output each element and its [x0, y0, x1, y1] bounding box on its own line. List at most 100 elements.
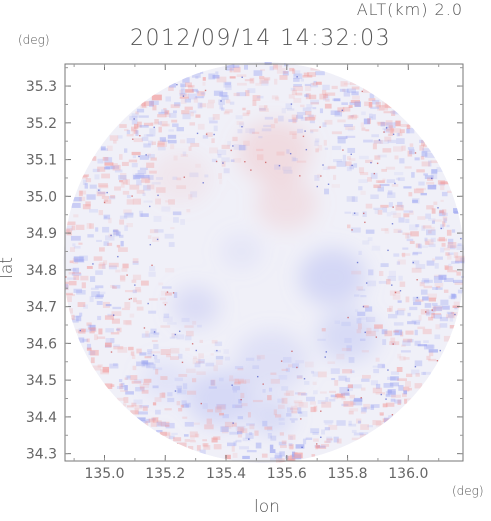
speckle-cell — [261, 453, 268, 458]
speckle-cell — [185, 402, 191, 408]
speckle-cell — [225, 109, 233, 113]
y-tick-label: 34.9 — [26, 226, 57, 242]
speckle-cell — [86, 194, 96, 200]
timestamp-title: 2012/09/14 14:32:03 — [130, 26, 392, 51]
speckle-cell — [447, 190, 452, 194]
speckle-cell — [406, 373, 413, 378]
speckle-cell — [449, 325, 458, 329]
speckle-cell — [238, 145, 246, 151]
speckle-cell — [195, 90, 200, 94]
speckle-cell — [110, 194, 116, 199]
speckle-cell — [93, 256, 103, 261]
speckle-cell — [310, 401, 316, 405]
speckle-cell — [119, 215, 128, 220]
noise-pixel — [143, 327, 146, 329]
speckle-cell — [98, 263, 106, 269]
speckle-cell — [315, 138, 320, 143]
speckle-cell — [391, 394, 401, 398]
noise-pixel — [360, 397, 362, 399]
speckle-cell — [96, 239, 102, 242]
speckle-cell — [198, 359, 205, 364]
noise-pixel — [362, 305, 365, 308]
speckle-cell — [213, 444, 222, 450]
speckle-cell — [143, 185, 151, 191]
speckle-cell — [73, 214, 79, 218]
speckle-cell — [162, 286, 172, 289]
speckle-cell — [372, 419, 382, 426]
speckle-cell — [395, 204, 404, 211]
speckle-cell — [174, 102, 181, 107]
speckle-cell — [403, 390, 408, 395]
noise-pixel — [296, 366, 298, 369]
speckle-cell — [296, 375, 303, 379]
speckle-cell — [314, 444, 320, 448]
speckle-cell — [180, 154, 189, 157]
noise-pixel — [79, 329, 81, 332]
speckle-cell — [188, 93, 197, 100]
speckle-cell — [178, 407, 183, 412]
speckle-cell — [158, 121, 162, 125]
noise-pixel — [385, 127, 388, 129]
speckle-cell — [413, 301, 422, 306]
speckle-cell — [408, 387, 412, 391]
speckle-cell — [281, 386, 289, 391]
speckle-cell — [421, 280, 430, 284]
speckle-cell — [397, 300, 402, 303]
speckle-cell — [357, 311, 366, 316]
speckle-cell — [239, 122, 245, 128]
speckle-cell — [144, 356, 152, 359]
speckle-cell — [440, 224, 444, 230]
speckle-cell — [412, 197, 420, 204]
speckle-cell — [184, 421, 194, 427]
speckle-cell — [136, 417, 146, 422]
speckle-cell — [348, 423, 357, 427]
speckle-cell — [387, 308, 392, 312]
speckle-cell — [380, 413, 384, 416]
speckle-cell — [417, 344, 427, 347]
speckle-cell — [161, 109, 168, 114]
speckle-cell — [232, 386, 241, 391]
speckle-cell — [270, 378, 280, 384]
speckle-cell — [306, 396, 316, 402]
speckle-cell — [375, 392, 386, 395]
speckle-cell — [310, 67, 321, 71]
speckle-cell — [243, 140, 250, 146]
noise-pixel — [130, 297, 132, 300]
speckle-cell — [153, 355, 158, 360]
speckle-cell — [324, 103, 332, 109]
speckle-cell — [100, 148, 108, 151]
speckle-cell — [63, 225, 73, 231]
speckle-cell — [382, 207, 388, 213]
speckle-cell — [316, 445, 326, 448]
speckle-cell — [377, 209, 383, 215]
speckle-cell — [440, 199, 444, 202]
speckle-cell — [371, 245, 381, 251]
speckle-cell — [290, 87, 296, 91]
speckle-cell — [346, 166, 352, 172]
speckle-cell — [439, 316, 449, 322]
noise-pixel — [439, 349, 441, 352]
speckle-cell — [443, 218, 447, 223]
speckle-cell — [143, 382, 150, 386]
speckle-cell — [105, 165, 115, 170]
speckle-cell — [98, 210, 104, 216]
speckle-cell — [379, 140, 389, 144]
speckle-cell — [122, 190, 130, 195]
speckle-cell — [71, 314, 75, 320]
speckle-cell — [163, 313, 170, 319]
speckle-cell — [101, 263, 107, 270]
speckle-cell — [211, 158, 217, 163]
speckle-cell — [390, 398, 396, 402]
speckle-cell — [117, 247, 128, 252]
speckle-cell — [151, 182, 161, 185]
speckle-cell — [270, 372, 277, 375]
speckle-cell — [76, 289, 86, 295]
speckle-cell — [283, 71, 288, 74]
speckle-cell — [444, 265, 449, 270]
speckle-cell — [431, 220, 435, 224]
speckle-cell — [450, 293, 456, 300]
speckle-cell — [421, 151, 428, 157]
speckle-cell — [365, 129, 370, 132]
noise-pixel — [375, 336, 378, 338]
speckle-cell — [160, 421, 170, 427]
